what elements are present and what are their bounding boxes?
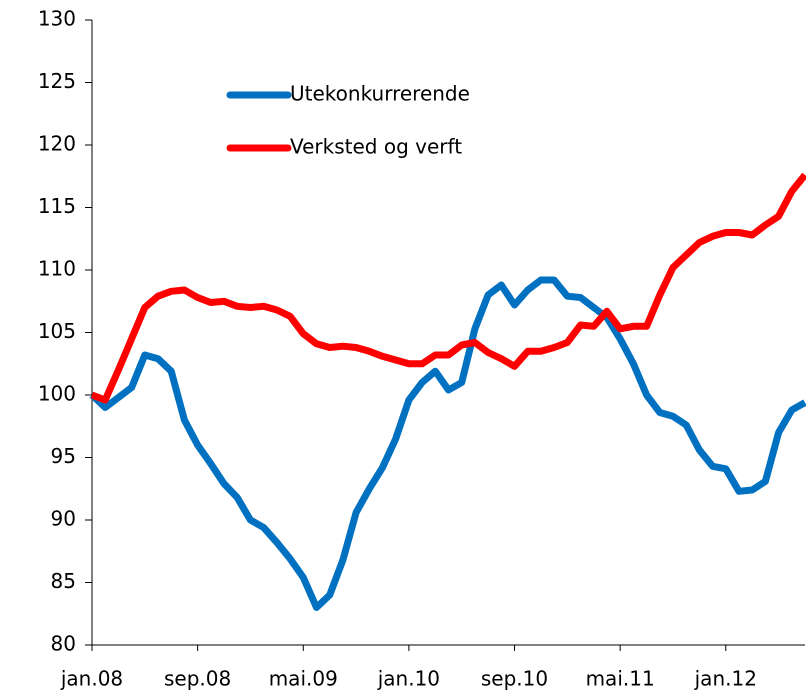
series-line [90, 172, 806, 404]
x-tick-label: jan.10 [377, 667, 440, 691]
y-tick-label: 85 [51, 569, 76, 593]
x-tick-label: mai.11 [586, 667, 655, 691]
y-tick-label: 105 [38, 319, 76, 343]
y-tick-label: 95 [51, 444, 76, 468]
y-tick-label: 115 [38, 194, 76, 218]
y-tick-label: 110 [38, 257, 76, 281]
x-tick-label: jan.08 [60, 667, 123, 691]
y-tick-label: 130 [38, 7, 76, 31]
y-tick-label: 80 [51, 632, 76, 656]
y-tick-label: 100 [38, 382, 76, 406]
x-tick-label: jan.12 [694, 667, 757, 691]
y-tick-label: 120 [38, 132, 76, 156]
x-tick-label: sep.08 [164, 667, 231, 691]
y-tick-label: 90 [51, 507, 76, 531]
legend-label: Utekonkurrerende [290, 82, 470, 106]
legend-label: Verksted og verft [290, 135, 462, 159]
y-tick-label: 125 [38, 69, 76, 93]
series-line [89, 276, 806, 611]
x-tick-label: mai.09 [269, 667, 338, 691]
x-tick-label: sep.10 [481, 667, 548, 691]
